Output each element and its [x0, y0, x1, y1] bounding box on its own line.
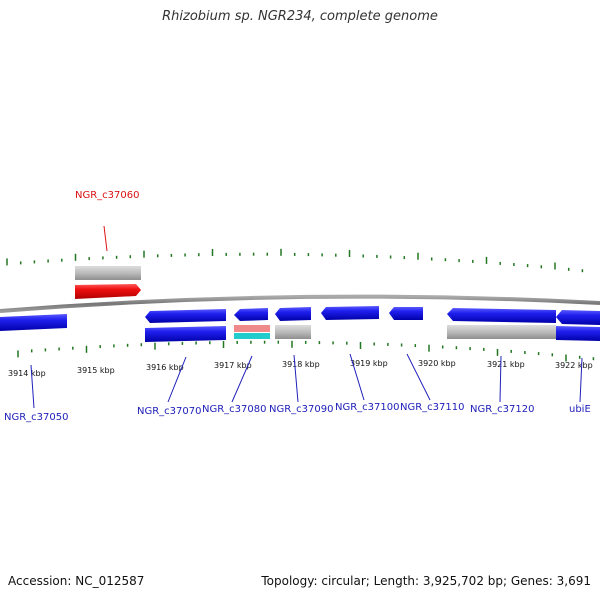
connector-NGR_c37070	[167, 356, 187, 403]
gene-arrow-NGR_c37100[interactable]	[321, 306, 379, 320]
scale-label-3915: 3915 kbp	[77, 366, 115, 375]
gene-NGR_c37050[interactable]	[0, 314, 67, 331]
gene-label-NGR_c37050[interactable]: NGR_c37050	[4, 412, 69, 423]
gene-feature-cyan	[234, 333, 270, 339]
gene-NGR_c37080[interactable]	[234, 308, 270, 339]
gene-label-NGR_c37090[interactable]: NGR_c37090	[269, 404, 334, 415]
scale-label-3914: 3914 kbp	[8, 369, 46, 378]
gene-arrow-NGR_c37080[interactable]	[234, 308, 268, 321]
gene-NGR_c37060[interactable]	[75, 266, 141, 299]
genome-backbone	[0, 294, 600, 313]
genome-summary-text: Topology: circular; Length: 3,925,702 bp…	[261, 574, 591, 588]
gene-arrow-NGR_c37120[interactable]	[447, 308, 556, 323]
gene-arrow-NGR_c37070-top[interactable]	[145, 309, 226, 323]
tick-row-bottom	[17, 340, 595, 362]
gene-arrow-NGR_c37070-bottom[interactable]	[145, 326, 226, 342]
gene-arrow-NGR_c37090[interactable]	[275, 307, 311, 321]
scale-labels: 3914 kbp 3915 kbp 3916 kbp 3917 kbp 3918…	[8, 359, 593, 378]
scale-label-3919: 3919 kbp	[350, 359, 388, 368]
gene-label-ubiE[interactable]: ubiE	[569, 404, 591, 415]
gene-label-NGR_c37110[interactable]: NGR_c37110	[400, 402, 465, 413]
connector-NGR_c37090	[293, 354, 299, 403]
connector-NGR_c37100	[349, 353, 365, 401]
label-connectors	[30, 225, 583, 409]
gene-arrow-ubiE-lower[interactable]	[556, 326, 600, 341]
scale-label-3922: 3922 kbp	[555, 361, 593, 370]
connector-NGR_c37060	[103, 225, 108, 252]
connector-NGR_c37050	[30, 364, 35, 409]
scale-label-3918: 3918 kbp	[282, 360, 320, 369]
connector-NGR_c37080	[231, 355, 253, 403]
gene-arrow-NGR_c37060[interactable]	[75, 284, 141, 299]
gene-NGR_c37120[interactable]	[447, 308, 556, 339]
gene-arrow-NGR_c37050[interactable]	[0, 314, 67, 331]
connector-NGR_c37110	[406, 353, 431, 401]
gene-feature-pink	[234, 325, 270, 332]
scale-label-3916: 3916 kbp	[146, 363, 184, 372]
gene-NGR_c37090[interactable]	[275, 307, 311, 339]
gene-arrow-NGR_c37110[interactable]	[389, 307, 423, 320]
gene-NGR_c37100[interactable]	[321, 306, 379, 320]
gene-label-NGR_c37080[interactable]: NGR_c37080	[202, 404, 267, 415]
tick-row-top	[6, 248, 584, 273]
gene-label-NGR_c37070[interactable]: NGR_c37070	[137, 406, 202, 417]
connector-NGR_c37120	[499, 355, 502, 403]
genome-title: Rhizobium sp. NGR234, complete genome	[162, 9, 438, 24]
gene-NGR_c37070[interactable]	[145, 309, 226, 342]
accession-text: Accession: NC_012587	[8, 574, 145, 588]
gene-feature-grey	[275, 325, 311, 339]
scale-label-3920: 3920 kbp	[418, 359, 456, 368]
gene-ubiE[interactable]	[556, 310, 600, 341]
scale-label-3921: 3921 kbp	[487, 360, 525, 369]
gene-arrow-ubiE[interactable]	[556, 310, 600, 325]
gene-feature-grey	[75, 266, 141, 280]
gene-feature-grey	[447, 325, 556, 339]
scale-label-3917: 3917 kbp	[214, 361, 252, 370]
connector-ubiE	[579, 357, 583, 403]
gene-NGR_c37110[interactable]	[389, 307, 423, 320]
gene-label-NGR_c37060[interactable]: NGR_c37060	[75, 190, 140, 201]
gene-label-NGR_c37120[interactable]: NGR_c37120	[470, 404, 535, 415]
gene-label-NGR_c37100[interactable]: NGR_c37100	[335, 402, 400, 413]
